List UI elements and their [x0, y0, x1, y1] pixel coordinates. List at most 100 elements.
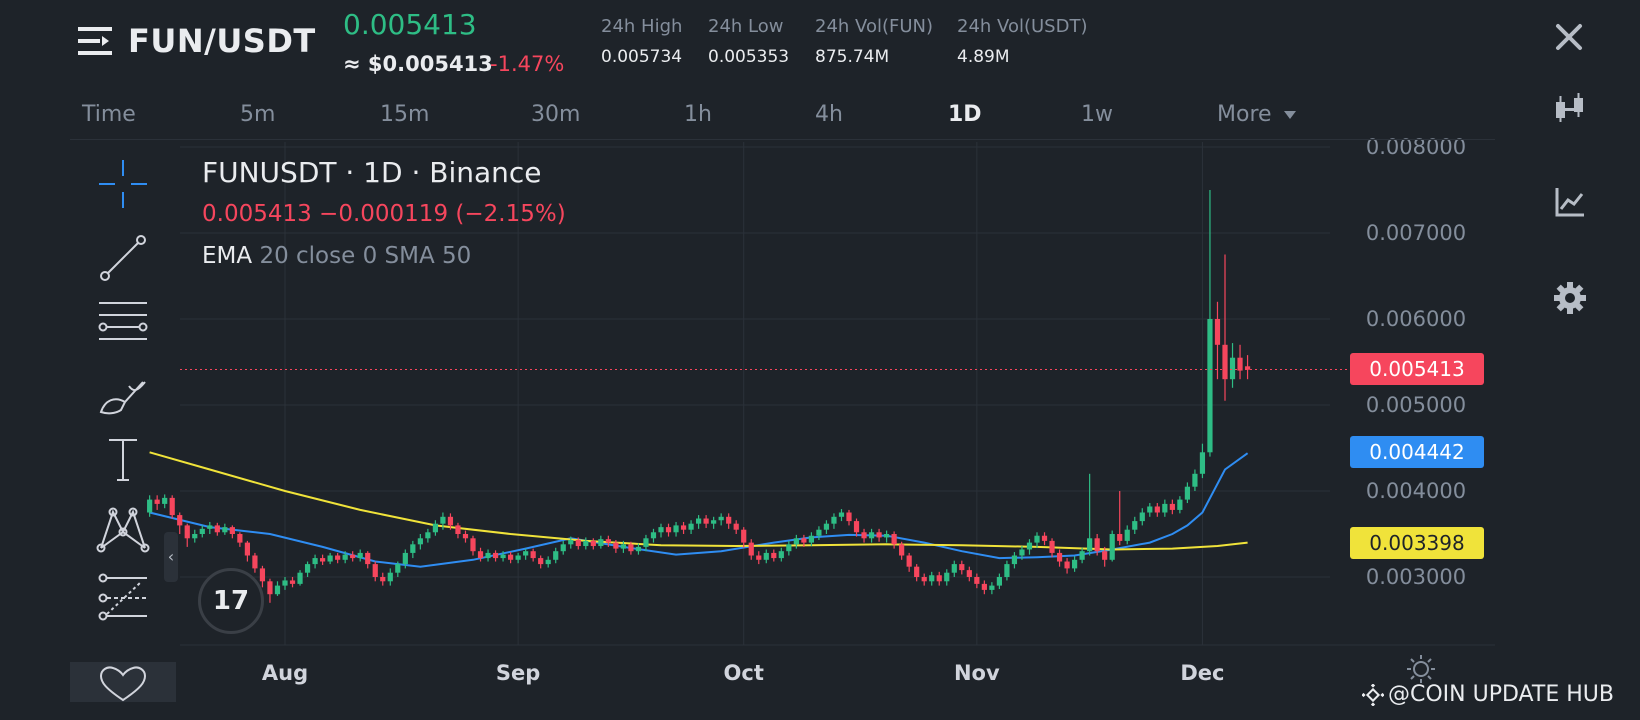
candle — [530, 548, 536, 562]
menu-icon[interactable] — [78, 25, 112, 57]
candle — [447, 513, 454, 530]
candle — [1049, 538, 1055, 558]
stat-value: 875.74M — [815, 47, 890, 67]
candle — [778, 547, 784, 562]
tab-5m[interactable]: 5m — [240, 102, 276, 127]
tab-4h[interactable]: 4h — [815, 102, 843, 127]
candle — [996, 573, 1002, 590]
candle — [899, 541, 905, 560]
candle — [1079, 547, 1085, 564]
candle — [816, 526, 822, 541]
pattern-icon[interactable] — [95, 502, 151, 558]
candle — [1102, 546, 1108, 567]
candle — [665, 523, 672, 537]
indicator-name: EMA — [202, 243, 253, 269]
candle — [184, 523, 190, 547]
candle — [335, 552, 341, 564]
brush-icon[interactable] — [95, 368, 151, 424]
candle — [515, 552, 521, 564]
legend-symbol[interactable]: FUNUSDT · 1D · Binance — [202, 156, 542, 189]
time-tick-label: Dec — [1180, 661, 1224, 685]
candle — [417, 534, 423, 550]
tab-1d[interactable]: 1D — [948, 102, 982, 127]
candle — [605, 535, 611, 547]
last-price-tag: 0.005413 — [1350, 353, 1484, 385]
tab-30m[interactable]: 30m — [531, 102, 581, 127]
price-change-percent: -1.47% — [490, 52, 565, 76]
candle — [959, 560, 965, 575]
candle — [485, 549, 491, 562]
stat-value: 0.005734 — [601, 47, 683, 67]
favorites-tool[interactable] — [70, 662, 176, 702]
candle — [951, 560, 957, 577]
pair-title[interactable]: FUN/USDT — [128, 22, 316, 60]
candle — [177, 512, 183, 534]
text-icon[interactable] — [95, 432, 151, 488]
tab-time[interactable]: Time — [82, 102, 136, 127]
candle — [981, 580, 987, 595]
candle — [237, 532, 243, 547]
candle — [929, 571, 935, 586]
candle — [402, 549, 408, 569]
crosshair-icon[interactable] — [95, 156, 151, 212]
candle — [169, 495, 175, 519]
candle-type-icon[interactable] — [1552, 90, 1588, 126]
drawing-toolbar — [70, 140, 176, 702]
candle — [304, 561, 311, 577]
settings-icon[interactable] — [1552, 280, 1588, 316]
favorites-icon — [99, 666, 147, 702]
candle — [1132, 516, 1138, 534]
candle — [462, 530, 469, 543]
time-tick-label: Nov — [954, 661, 1000, 685]
candle — [214, 522, 220, 536]
horizontal-lines-icon[interactable] — [95, 295, 151, 351]
candle — [350, 551, 356, 562]
candle — [688, 520, 694, 534]
candle — [1087, 473, 1093, 556]
legend-indicator[interactable]: EMA 20 close 0 SMA 50 — [202, 243, 566, 269]
close-icon[interactable] — [1554, 22, 1584, 52]
candle — [884, 530, 890, 543]
candle — [1207, 190, 1213, 457]
candle — [199, 525, 205, 538]
tab-1w[interactable]: 1w — [1081, 102, 1113, 127]
tradingview-logo[interactable]: 17 — [198, 568, 264, 634]
candle — [966, 566, 972, 582]
candle — [1056, 549, 1063, 567]
candle — [696, 515, 702, 529]
candle — [312, 554, 318, 569]
candle — [748, 539, 754, 560]
candle — [974, 573, 980, 589]
fib-icon[interactable] — [95, 570, 151, 626]
toolbar-collapse-handle[interactable]: ‹ — [164, 532, 178, 582]
theme-toggle-icon[interactable] — [1407, 655, 1435, 683]
tab-more[interactable]: More — [1217, 102, 1297, 127]
candle — [538, 555, 544, 569]
candle — [432, 520, 438, 536]
tab-1h[interactable]: 1h — [684, 102, 712, 127]
candle — [628, 541, 634, 555]
price-tick-label: 0.005000 — [1366, 393, 1466, 417]
candle — [868, 528, 875, 543]
candle — [914, 564, 920, 582]
candle — [357, 549, 363, 562]
candle — [297, 570, 303, 586]
time-tick-label: Sep — [496, 661, 540, 685]
stat-24h-vol-usdt: 24h Vol(USDT) 4.89M — [957, 16, 1087, 67]
trend-line-icon[interactable] — [95, 230, 151, 286]
indicators-icon[interactable] — [1552, 184, 1588, 220]
candle — [643, 534, 649, 552]
candle — [718, 513, 724, 526]
candle — [1041, 532, 1048, 546]
stat-label: 24h Vol(FUN) — [815, 16, 934, 37]
candle — [891, 531, 897, 549]
candle — [846, 509, 852, 526]
tab-15m[interactable]: 15m — [380, 102, 430, 127]
candle — [598, 535, 604, 549]
candle — [387, 568, 393, 586]
time-axis[interactable]: Aug Sep Oct Nov Dec — [262, 661, 1225, 685]
candle — [147, 495, 153, 517]
candle — [455, 522, 461, 539]
candle — [560, 540, 566, 555]
